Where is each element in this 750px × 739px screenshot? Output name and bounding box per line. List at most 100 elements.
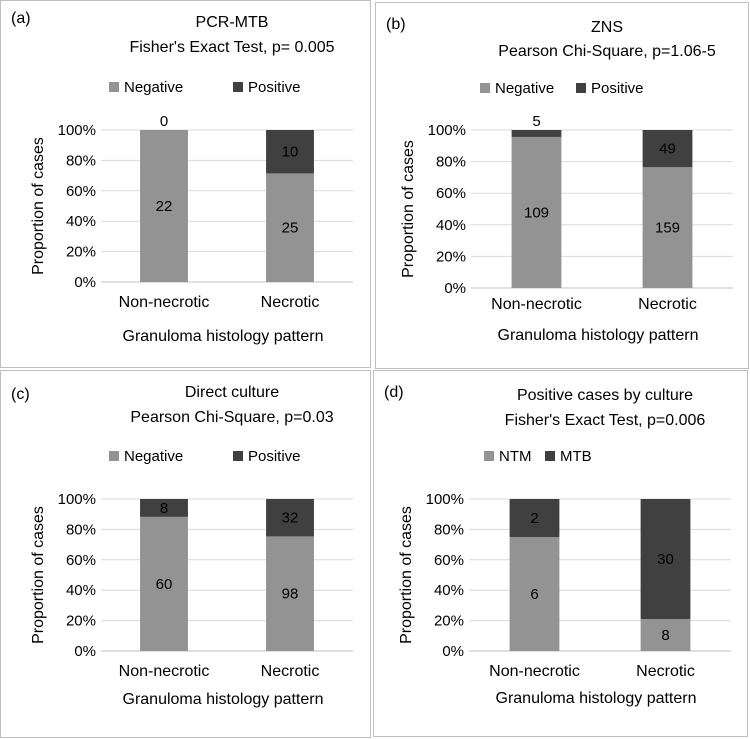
x-axis-label: Granuloma histology pattern	[123, 328, 324, 345]
legend-label: MTB	[560, 448, 592, 465]
panel-label: (d)	[384, 384, 404, 401]
legend-label: Positive	[591, 80, 644, 97]
x-axis-label: Granuloma histology pattern	[496, 690, 697, 707]
chart-panel-c: (c) Direct culture Pearson Chi-Square, p=0…	[0, 370, 371, 738]
chart-subtitle: Pearson Chi-Square, p=0.03	[130, 409, 333, 426]
chart-subtitle: Fisher's Exact Test, p=0.006	[505, 412, 706, 429]
data-label: 98	[282, 586, 299, 603]
y-tick-label: 60%	[66, 552, 96, 569]
y-tick-label: 60%	[66, 183, 96, 200]
y-tick-label: 40%	[436, 217, 466, 234]
data-label: 25	[282, 220, 299, 237]
panel-label: (b)	[386, 16, 406, 33]
y-tick-label: 100%	[58, 122, 96, 139]
legend-swatch	[484, 451, 494, 461]
chart-svg: (a) PCR-MTB Fisher's Exact Test, p= 0.005 N…	[11, 10, 353, 345]
y-tick-label: 20%	[66, 244, 96, 261]
data-label: 22	[156, 198, 173, 215]
y-tick-label: 40%	[66, 213, 96, 230]
y-tick-label: 100%	[426, 491, 464, 508]
bar-mtb-necrotic	[640, 499, 691, 619]
x-axis-label: Granuloma histology pattern	[498, 327, 699, 344]
y-axis-label: Proportion of cases	[30, 506, 47, 644]
legend-label: NTM	[499, 448, 532, 465]
data-label: 8	[661, 627, 669, 644]
x-tick-label: Non-necrotic	[491, 296, 582, 313]
legend-label: Negative	[124, 448, 183, 465]
x-tick-label: Non-necrotic	[119, 663, 210, 680]
bar-ntm-necrotic	[640, 619, 691, 651]
bar-positive-non-necrotic	[511, 130, 562, 137]
data-label: 109	[524, 204, 549, 221]
y-tick-label: 80%	[66, 521, 96, 538]
y-tick-label: 0%	[442, 643, 464, 660]
chart-panel-d: (d) Positive cases by culture Fisher's Exa…	[373, 370, 748, 737]
data-label: 5	[532, 113, 540, 130]
y-tick-label: 20%	[66, 613, 96, 630]
chart-svg: (b) ZNS Pearson Chi-Square, p=1.06-5 Negati…	[386, 16, 733, 344]
chart-title: PCR-MTB	[196, 14, 269, 31]
x-tick-label: Necrotic	[638, 296, 697, 313]
chart-panel-b: (b) ZNS Pearson Chi-Square, p=1.06-5 Negati…	[375, 2, 749, 369]
legend-swatch	[545, 451, 555, 461]
data-label: 159	[655, 220, 680, 237]
x-tick-label: Necrotic	[261, 294, 320, 311]
y-axis-label: Proportion of cases	[398, 506, 415, 644]
y-tick-label: 60%	[436, 185, 466, 202]
chart-svg: (c) Direct culture Pearson Chi-Square, p=0…	[11, 384, 353, 708]
data-label: 32	[282, 510, 299, 527]
legend-label: Positive	[248, 448, 301, 465]
data-label: 2	[530, 510, 538, 527]
y-tick-label: 0%	[74, 274, 96, 291]
x-tick-label: Necrotic	[261, 663, 320, 680]
chart-subtitle: Pearson Chi-Square, p=1.06-5	[498, 43, 716, 60]
data-label: 8	[160, 500, 168, 517]
data-label: 49	[659, 141, 676, 158]
chart-title: ZNS	[591, 19, 623, 36]
bar-negative-non-necrotic	[140, 130, 188, 282]
x-tick-label: Necrotic	[636, 663, 695, 680]
y-tick-label: 0%	[444, 280, 466, 297]
legend-swatch	[109, 82, 119, 92]
y-tick-label: 40%	[66, 582, 96, 599]
bar-positive-necrotic	[266, 130, 314, 174]
y-tick-label: 80%	[436, 154, 466, 171]
bar-positive-non-necrotic	[140, 499, 188, 517]
y-tick-label: 40%	[434, 582, 464, 599]
y-tick-label: 20%	[434, 613, 464, 630]
chart-svg: (d) Positive cases by culture Fisher's Exa…	[384, 384, 731, 707]
y-tick-label: 80%	[434, 521, 464, 538]
data-label: 60	[156, 576, 173, 593]
legend-label: Positive	[248, 79, 301, 96]
legend-label: Negative	[124, 79, 183, 96]
panel-label: (a)	[11, 10, 31, 27]
bar-negative-necrotic	[266, 173, 314, 282]
legend-swatch	[576, 83, 586, 93]
chart-title: Positive cases by culture	[517, 387, 693, 404]
bar-negative-non-necrotic	[511, 136, 562, 288]
legend-swatch	[233, 82, 243, 92]
y-tick-label: 0%	[74, 643, 96, 660]
y-tick-label: 20%	[436, 248, 466, 265]
y-tick-label: 80%	[66, 152, 96, 169]
x-axis-label: Granuloma histology pattern	[123, 691, 324, 708]
data-label: 10	[282, 144, 299, 161]
panel-label: (c)	[11, 386, 30, 403]
data-label: 0	[160, 113, 168, 130]
x-tick-label: Non-necrotic	[119, 294, 210, 311]
bar-negative-necrotic	[266, 536, 314, 651]
bar-ntm-non-necrotic	[509, 537, 560, 651]
x-tick-label: Non-necrotic	[489, 663, 580, 680]
legend-swatch	[109, 451, 119, 461]
y-axis-label: Proportion of cases	[30, 137, 47, 275]
y-axis-label: Proportion of cases	[400, 140, 417, 278]
data-label: 6	[530, 586, 538, 603]
bar-negative-necrotic	[642, 167, 693, 288]
legend-swatch	[480, 83, 490, 93]
y-tick-label: 60%	[434, 552, 464, 569]
chart-title: Direct culture	[185, 384, 279, 401]
chart-subtitle: Fisher's Exact Test, p= 0.005	[129, 39, 334, 56]
bar-negative-non-necrotic	[140, 516, 188, 651]
legend-swatch	[233, 451, 243, 461]
y-tick-label: 100%	[58, 491, 96, 508]
